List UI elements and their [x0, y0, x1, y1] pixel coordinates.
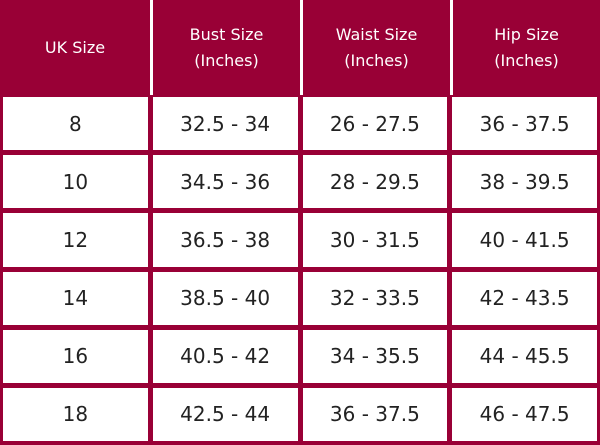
- header-cell: Waist Size (Inches): [300, 0, 450, 95]
- table-cell: 32 - 33.5: [302, 271, 448, 325]
- header-text: UK Size: [44, 37, 106, 57]
- table-cell: 30 - 31.5: [302, 213, 448, 267]
- header-text: (Inches): [494, 50, 559, 70]
- table-cell: 36 - 37.5: [452, 97, 597, 151]
- table-cell: 34.5 - 36: [152, 155, 298, 209]
- header-cell: Hip Size (Inches): [450, 0, 600, 95]
- table-cell: 32.5 - 34: [152, 97, 298, 151]
- table-cell: 18: [3, 387, 148, 441]
- table-cell: 36.5 - 38: [152, 213, 298, 267]
- table-cell: 34 - 35.5: [302, 329, 448, 383]
- table-cell: 40 - 41.5: [452, 213, 597, 267]
- header-text: Bust Size: [189, 24, 264, 44]
- table-cell: 14: [3, 271, 148, 325]
- table-cell: 36 - 37.5: [302, 387, 448, 441]
- header-text: Hip Size: [494, 24, 559, 44]
- table-cell: 42 - 43.5: [452, 271, 597, 325]
- table-cell: 10: [3, 155, 148, 209]
- header-text: (Inches): [194, 50, 259, 70]
- table-cell: 8: [3, 97, 148, 151]
- table-cell: 42.5 - 44: [152, 387, 298, 441]
- table-cell: 40.5 - 42: [152, 329, 298, 383]
- table-cell: 38 - 39.5: [452, 155, 597, 209]
- table-cell: 16: [3, 329, 148, 383]
- table-body: 8 32.5 - 34 26 - 27.5 36 - 37.5 10 34.5 - 36 2…: [3, 95, 597, 441]
- table-cell: 44 - 45.5: [452, 329, 597, 383]
- table-cell: 26 - 27.5: [302, 97, 448, 151]
- header-cell: UK Size: [0, 0, 150, 95]
- table-cell: 28 - 29.5: [302, 155, 448, 209]
- header-cell: Bust Size (Inches): [150, 0, 300, 95]
- table-cell: 38.5 - 40: [152, 271, 298, 325]
- header-text: (Inches): [344, 50, 409, 70]
- header-text: Waist Size: [335, 24, 418, 44]
- table-cell: 12: [3, 213, 148, 267]
- table-header: UK Size Bust Size (Inches) Waist Size (Inche…: [0, 0, 600, 95]
- table-cell: 46 - 47.5: [452, 387, 597, 441]
